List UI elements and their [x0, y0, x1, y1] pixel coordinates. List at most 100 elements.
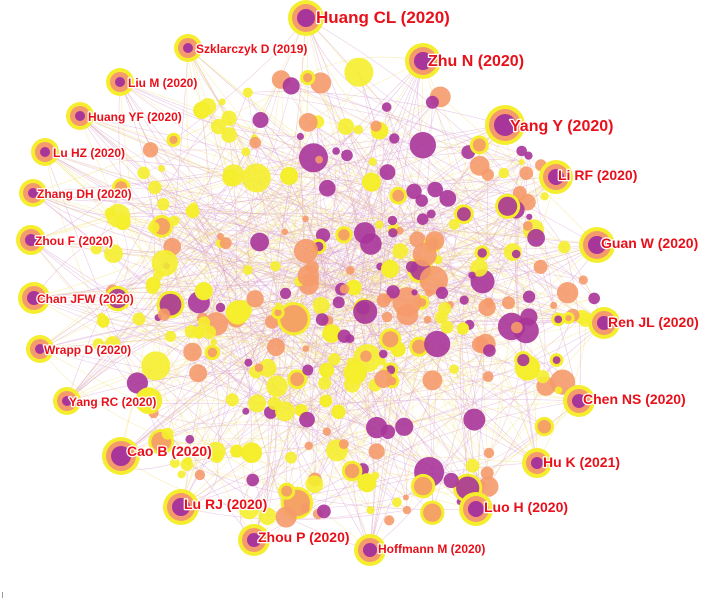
reference-node[interactable]	[215, 302, 226, 313]
reference-node[interactable]	[345, 334, 355, 343]
reference-node[interactable]	[498, 196, 518, 216]
hub-node-core-yang-rc[interactable]	[62, 396, 72, 406]
reference-node[interactable]	[177, 470, 186, 479]
reference-node[interactable]	[409, 132, 436, 159]
reference-node[interactable]	[219, 237, 232, 250]
reference-node[interactable]	[300, 503, 310, 514]
reference-node[interactable]	[244, 358, 253, 367]
reference-node[interactable]	[206, 441, 226, 461]
hub-node-core-li-rf[interactable]	[548, 169, 564, 185]
reference-node[interactable]	[90, 243, 102, 255]
hub-node-core-zhu-n[interactable]	[414, 52, 432, 70]
hub-node-core-yang-y[interactable]	[494, 114, 516, 136]
reference-node[interactable]	[550, 301, 558, 309]
reference-node[interactable]	[374, 369, 393, 389]
hub-node-core-zhang-dh[interactable]	[28, 188, 38, 198]
reference-node[interactable]	[180, 458, 194, 471]
reference-node[interactable]	[477, 248, 487, 258]
reference-node[interactable]	[302, 215, 309, 223]
reference-node[interactable]	[411, 289, 418, 296]
reference-node[interactable]	[392, 189, 405, 202]
reference-node[interactable]	[270, 261, 281, 272]
reference-node[interactable]	[518, 159, 525, 165]
reference-node[interactable]	[438, 302, 452, 316]
reference-node[interactable]	[379, 164, 396, 181]
reference-node[interactable]	[328, 353, 341, 366]
reference-node[interactable]	[210, 119, 226, 135]
reference-node[interactable]	[246, 473, 259, 487]
hub-node-core-wrapp-d[interactable]	[35, 344, 45, 354]
reference-node[interactable]	[422, 370, 443, 391]
reference-node[interactable]	[248, 394, 267, 413]
reference-node[interactable]	[218, 98, 226, 106]
reference-node[interactable]	[169, 135, 178, 144]
reference-node[interactable]	[520, 308, 538, 326]
reference-node[interactable]	[558, 240, 571, 254]
reference-node[interactable]	[349, 282, 359, 293]
reference-node[interactable]	[370, 120, 382, 132]
reference-node[interactable]	[105, 336, 121, 352]
reference-node[interactable]	[161, 427, 174, 440]
hub-node-core-cao-b[interactable]	[111, 446, 131, 466]
reference-node[interactable]	[353, 125, 363, 135]
reference-node[interactable]	[317, 504, 331, 519]
reference-node[interactable]	[565, 315, 572, 322]
reference-node[interactable]	[522, 290, 536, 303]
reference-node[interactable]	[337, 118, 355, 135]
reference-node[interactable]	[293, 238, 319, 263]
reference-node[interactable]	[378, 357, 387, 366]
reference-node[interactable]	[502, 296, 515, 310]
hub-node-core-zhou-p[interactable]	[247, 533, 261, 547]
reference-node[interactable]	[384, 515, 395, 526]
reference-node[interactable]	[556, 282, 579, 304]
reference-node[interactable]	[339, 284, 350, 294]
reference-node[interactable]	[290, 372, 305, 387]
reference-node[interactable]	[527, 229, 545, 247]
reference-node[interactable]	[426, 209, 436, 219]
reference-node[interactable]	[511, 321, 523, 334]
reference-node[interactable]	[483, 344, 496, 357]
reference-node[interactable]	[338, 439, 349, 450]
reference-node[interactable]	[254, 363, 264, 373]
reference-node[interactable]	[194, 469, 206, 481]
reference-node[interactable]	[412, 242, 437, 267]
hub-node-core-chen-ns[interactable]	[572, 394, 586, 408]
reference-node[interactable]	[332, 147, 340, 155]
reference-node[interactable]	[516, 145, 527, 157]
reference-node[interactable]	[376, 293, 391, 308]
reference-node[interactable]	[252, 112, 269, 128]
reference-node[interactable]	[482, 371, 494, 382]
reference-node[interactable]	[395, 417, 414, 436]
reference-node[interactable]	[526, 213, 533, 220]
reference-node[interactable]	[281, 485, 293, 497]
reference-node[interactable]	[396, 226, 404, 235]
reference-node[interactable]	[522, 221, 533, 231]
reference-node[interactable]	[164, 330, 177, 342]
reference-node[interactable]	[322, 365, 332, 375]
reference-node[interactable]	[197, 285, 210, 298]
reference-node[interactable]	[483, 297, 494, 308]
reference-node[interactable]	[142, 142, 159, 158]
reference-node[interactable]	[412, 339, 427, 354]
reference-node[interactable]	[233, 447, 241, 455]
reference-node[interactable]	[315, 155, 323, 164]
reference-node[interactable]	[405, 261, 418, 273]
reference-node[interactable]	[242, 407, 250, 415]
reference-node[interactable]	[106, 203, 131, 228]
hub-node-core-luo-h[interactable]	[468, 501, 484, 517]
reference-node[interactable]	[552, 356, 561, 364]
reference-node[interactable]	[325, 327, 338, 340]
reference-node[interactable]	[302, 364, 314, 376]
reference-node[interactable]	[388, 228, 398, 238]
reference-node[interactable]	[341, 149, 353, 162]
reference-node[interactable]	[588, 292, 600, 305]
reference-node[interactable]	[126, 372, 148, 394]
reference-node[interactable]	[274, 309, 282, 317]
reference-node[interactable]	[318, 376, 332, 390]
hub-node-core-liu-m[interactable]	[115, 77, 125, 87]
reference-node[interactable]	[540, 192, 549, 201]
reference-node[interactable]	[425, 95, 439, 109]
reference-node[interactable]	[380, 424, 396, 439]
reference-node[interactable]	[222, 164, 245, 187]
reference-node[interactable]	[554, 386, 563, 395]
